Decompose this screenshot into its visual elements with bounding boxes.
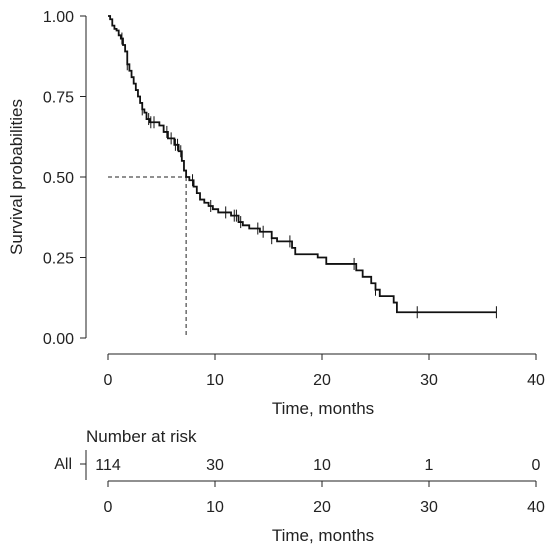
risk-count: 10: [313, 457, 331, 474]
risk-count: 114: [95, 457, 121, 474]
y-tick-label: 0.50: [43, 170, 74, 187]
y-tick-label: 1.00: [43, 9, 74, 26]
risk-table-x-tick-label: 0: [104, 499, 113, 516]
risk-count: 1: [425, 457, 434, 474]
x-axis-title: Time, months: [272, 399, 374, 418]
y-tick-label: 0.25: [43, 251, 74, 268]
risk-table-x-axis-title: Time, months: [272, 526, 374, 545]
survival-curve: [108, 15, 497, 314]
risk-table-strata-label: All: [54, 456, 72, 473]
x-tick-label: 40: [527, 372, 545, 389]
risk-table-x-tick-label: 30: [420, 499, 438, 516]
x-tick-label: 20: [313, 372, 331, 389]
risk-table-x-tick-label: 10: [206, 499, 224, 516]
risk-table-title: Number at risk: [86, 427, 197, 446]
risk-table: 114 30 10 1 00 10 20 30 40: [80, 450, 545, 516]
risk-count: 0: [532, 457, 541, 474]
y-axis-title: Survival probabilities: [7, 99, 26, 255]
x-tick-label: 30: [420, 372, 438, 389]
main-plot: 0.00 0.25 0.50 0.75 1.00 0 10 20 30 40: [43, 9, 545, 389]
risk-table-x-tick-label: 20: [313, 499, 331, 516]
y-tick-label: 0.00: [43, 331, 74, 348]
risk-table-x-tick-label: 40: [527, 499, 545, 516]
y-tick-label: 0.75: [43, 90, 74, 107]
x-tick-label: 0: [104, 372, 113, 389]
x-tick-label: 10: [206, 372, 224, 389]
risk-count: 30: [206, 457, 224, 474]
